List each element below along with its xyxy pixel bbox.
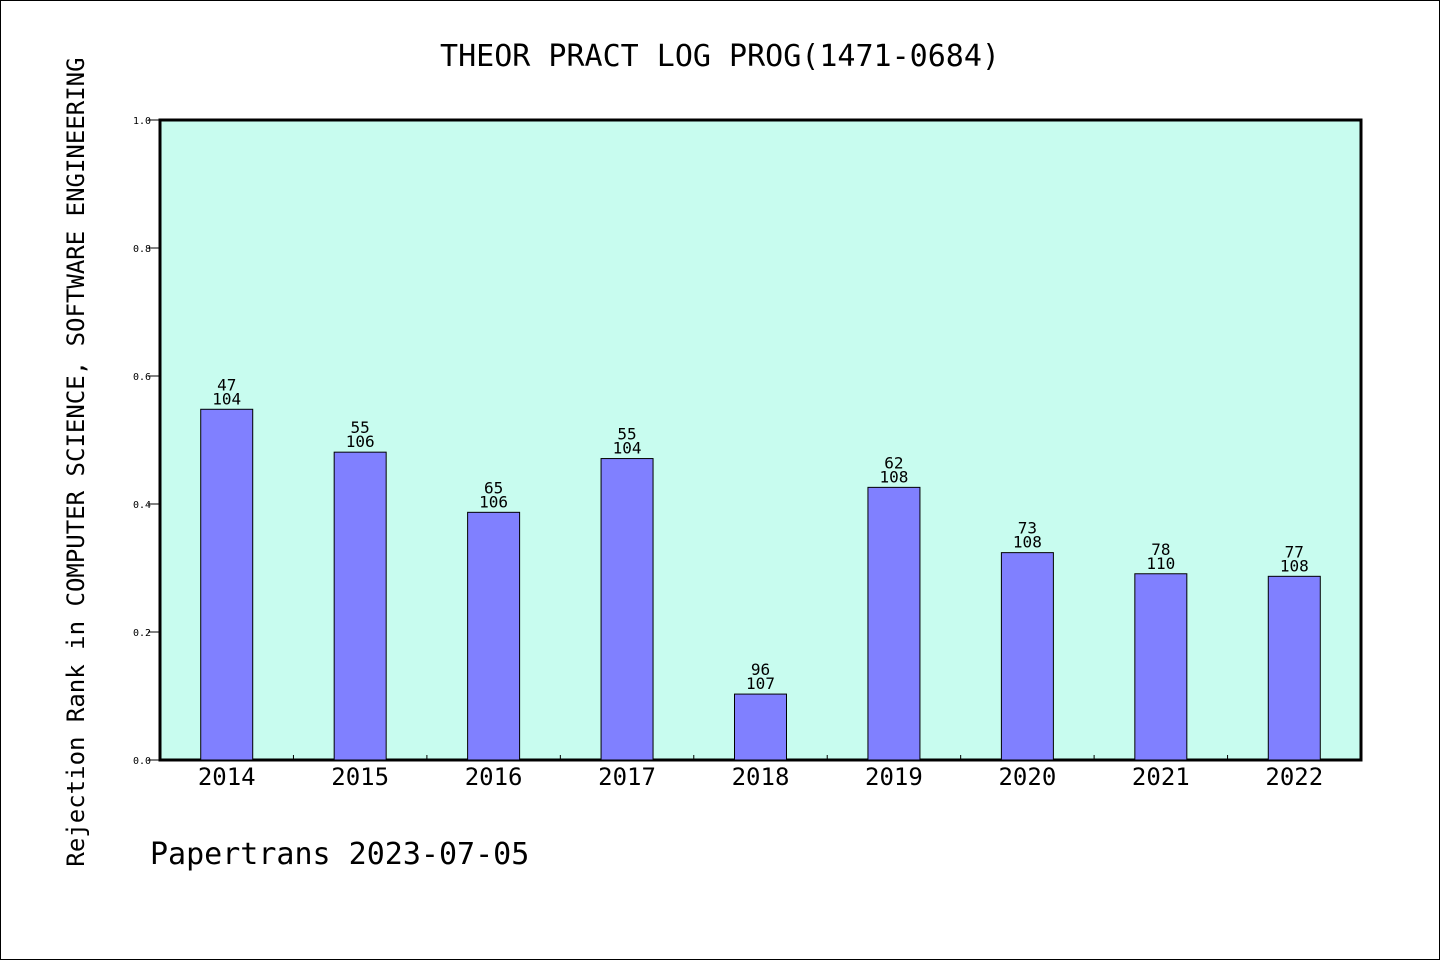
- x-tick-label: 2014: [198, 763, 256, 791]
- bar-label-rank: 65: [484, 478, 503, 497]
- bars: [200, 408, 1321, 761]
- x-axis: 2014 2015 2016 2017 2018 2019 2020 2021 2022: [198, 755, 1323, 791]
- bar-label-total: 104: [613, 439, 642, 458]
- y-axis: 0.0 0.2 0.4 0.6 0.8 1.0: [133, 116, 160, 767]
- x-tick-label: 2016: [465, 763, 523, 791]
- x-tick-label: 2017: [598, 763, 656, 791]
- y-tick-label: 0.8: [133, 244, 151, 255]
- y-axis-label: Rejection Rank in COMPUTER SCIENCE, SOFT…: [62, 57, 90, 866]
- bar-label-rank: 77: [1285, 542, 1304, 561]
- bar-label-rank: 55: [617, 425, 636, 444]
- bar-label-total: 106: [479, 492, 508, 511]
- y-tick-label: 0.6: [133, 372, 151, 383]
- x-tick-label: 2015: [331, 763, 389, 791]
- bar-label-rank: 55: [351, 418, 370, 437]
- bar-2019: [867, 486, 921, 761]
- bar-label-rank: 73: [1018, 519, 1037, 538]
- bar-label-total: 107: [746, 674, 775, 693]
- bar-label-rank: 47: [217, 375, 236, 394]
- bar-label-total: 106: [346, 432, 375, 451]
- bar-2016: [467, 511, 521, 761]
- bar-label-total: 108: [879, 467, 908, 486]
- bar-2020: [1000, 552, 1054, 761]
- bar-label-rank: 96: [751, 660, 770, 679]
- bar-label-rank: 78: [1151, 540, 1170, 559]
- bar-label-total: 108: [1280, 556, 1309, 575]
- bar-label-total: 104: [212, 389, 241, 408]
- y-tick-label: 0.4: [133, 500, 151, 511]
- y-tick-label: 0.0: [133, 756, 151, 767]
- y-tick-label: 1.0: [133, 116, 151, 127]
- x-tick-label: 2019: [865, 763, 923, 791]
- bar-2018: [734, 693, 787, 761]
- bar-label-rank: 62: [884, 453, 903, 472]
- y-tick-label: 0.2: [133, 628, 151, 639]
- bar-2021: [1134, 573, 1188, 761]
- x-tick-label: 2018: [732, 763, 790, 791]
- bar-2014: [200, 408, 254, 761]
- bar-2015: [333, 451, 387, 761]
- bar-2017: [600, 458, 654, 761]
- bar-label-total: 108: [1013, 533, 1042, 552]
- bar-label-total: 110: [1146, 554, 1175, 573]
- bar-2022: [1267, 575, 1321, 761]
- chart-title: THEOR PRACT LOG PROG(1471-0684): [440, 39, 1000, 74]
- x-tick-label: 2021: [1132, 763, 1190, 791]
- x-tick-label: 2020: [998, 763, 1056, 791]
- footer-source: Papertrans 2023-07-05: [150, 837, 529, 872]
- x-tick-label: 2022: [1265, 763, 1323, 791]
